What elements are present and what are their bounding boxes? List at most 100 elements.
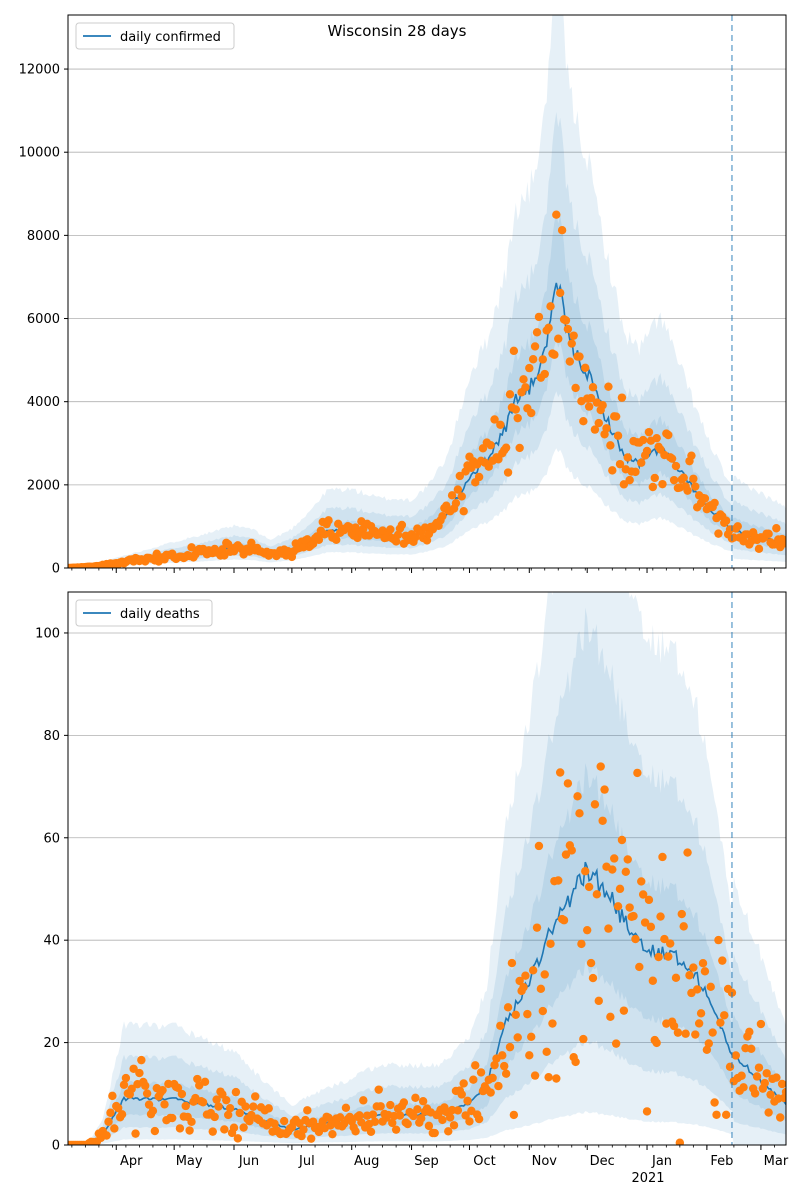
observed-point: [447, 491, 457, 500]
observed-point: [424, 1121, 434, 1131]
observed-point: [160, 1100, 169, 1109]
observed-point: [335, 1113, 345, 1122]
observed-point: [693, 985, 702, 994]
observed-point: [752, 1072, 762, 1081]
observed-point: [689, 963, 698, 972]
observed-point: [314, 535, 324, 544]
observed-point: [714, 529, 723, 538]
observed-point: [710, 498, 719, 508]
y-tick-label: 0: [52, 1139, 60, 1154]
observed-point: [637, 458, 646, 467]
y-tick-label: 2000: [27, 478, 60, 493]
observed-point: [496, 1021, 505, 1030]
observed-point: [490, 415, 499, 424]
observed-point: [476, 1068, 486, 1077]
observed-point: [505, 390, 515, 399]
observed-point: [584, 882, 594, 892]
observed-point: [718, 956, 727, 965]
observed-point: [239, 1123, 248, 1132]
observed-point: [575, 809, 584, 818]
observed-point: [772, 524, 781, 533]
observed-point: [625, 903, 634, 912]
observed-point: [540, 369, 549, 379]
observed-point: [368, 1110, 378, 1119]
observed-point: [459, 507, 468, 516]
observed-point: [127, 1084, 136, 1094]
observed-point: [386, 1100, 395, 1110]
observed-point: [644, 427, 654, 437]
observed-point: [781, 536, 786, 545]
observed-point: [577, 939, 586, 949]
observed-point: [586, 958, 596, 968]
observed-point: [608, 466, 617, 475]
observed-point: [689, 474, 698, 483]
observed-point: [687, 451, 696, 460]
observed-point: [528, 966, 538, 975]
observed-point: [386, 525, 395, 534]
observed-point: [700, 967, 710, 976]
observed-point: [332, 535, 341, 544]
observed-point: [706, 982, 715, 992]
x-tick-label: Sep: [414, 1154, 439, 1169]
observed-point: [486, 440, 495, 450]
observed-point: [673, 1028, 683, 1037]
observed-point: [212, 1095, 221, 1104]
observed-point: [712, 1110, 721, 1119]
observed-point: [681, 1029, 690, 1038]
observed-point: [527, 408, 536, 418]
observed-point: [604, 924, 613, 933]
observed-point: [223, 1110, 233, 1120]
observed-point: [669, 1021, 679, 1031]
observed-point: [648, 482, 658, 492]
observed-point: [598, 816, 607, 825]
observed-point: [534, 312, 544, 322]
y-tick-label: 80: [43, 729, 60, 744]
observed-point: [691, 482, 700, 491]
observed-point: [679, 922, 688, 931]
observed-point: [465, 1117, 474, 1126]
uncertainty-band: [68, 111, 786, 568]
x-tick-label: Aug: [354, 1154, 379, 1169]
observed-point: [449, 1121, 459, 1130]
observed-point: [108, 1091, 117, 1101]
observed-point: [569, 331, 578, 340]
observed-point: [233, 1134, 243, 1143]
observed-point: [102, 1131, 111, 1140]
observed-point: [388, 1118, 397, 1128]
observed-point: [374, 1085, 383, 1094]
uncertainty-band: [68, 607, 786, 1145]
observed-point: [399, 1098, 409, 1107]
observed-point: [700, 494, 710, 503]
observed-point: [721, 1110, 731, 1120]
observed-point: [241, 1102, 250, 1111]
observed-point: [229, 1123, 239, 1132]
observed-point: [208, 1127, 217, 1136]
observed-point: [175, 1124, 185, 1133]
observed-point: [644, 895, 654, 905]
observed-point: [391, 537, 401, 546]
observed-point: [542, 1047, 551, 1057]
observed-point: [106, 1108, 115, 1117]
observed-point: [117, 1110, 127, 1119]
observed-point: [185, 1126, 194, 1135]
plot-area: [68, 592, 786, 1145]
observed-point: [731, 1051, 741, 1060]
observed-point: [737, 1071, 746, 1080]
observed-point: [306, 1134, 316, 1143]
observed-point: [710, 1098, 719, 1107]
observed-point: [760, 1078, 769, 1088]
observed-point: [299, 1125, 308, 1134]
observed-point: [395, 1111, 405, 1120]
observed-point: [594, 996, 603, 1006]
observed-point: [471, 1061, 480, 1070]
observed-point: [303, 1106, 312, 1115]
observed-point: [581, 363, 590, 373]
observed-point: [498, 1051, 507, 1060]
observed-point: [764, 529, 773, 539]
observed-point: [455, 471, 465, 481]
observed-point: [513, 413, 522, 423]
observed-point: [546, 302, 555, 311]
observed-point: [490, 1060, 499, 1070]
y-tick-label: 0: [52, 562, 60, 577]
observed-point: [137, 1055, 146, 1065]
